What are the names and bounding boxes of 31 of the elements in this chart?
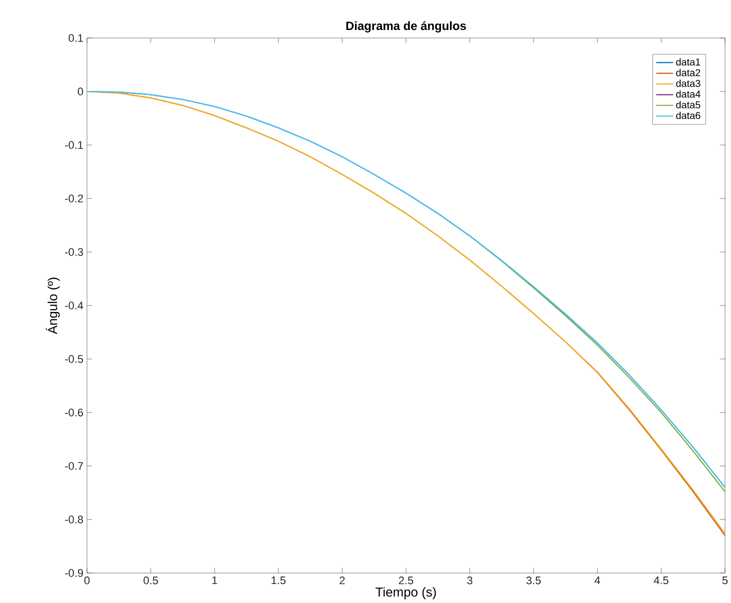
y-tick-label: -0.5 — [65, 355, 84, 363]
chart-title: Diagrama de ángulos — [346, 21, 466, 32]
y-tick-label: -0.8 — [65, 516, 83, 524]
legend-label: data5 — [676, 101, 700, 108]
x-tick-label: 2 — [340, 576, 345, 584]
y-tick-label: -0.2 — [65, 194, 83, 202]
x-tick-label: 0 — [84, 576, 90, 584]
legend-label: data1 — [676, 58, 700, 66]
y-tick-label: -0.9 — [65, 569, 83, 577]
x-tick-label: 3 — [467, 576, 472, 584]
y-tick-label: 0.1 — [68, 34, 83, 42]
x-tick-label: 4.5 — [654, 576, 668, 584]
legend-label: data3 — [676, 80, 700, 87]
y-tick-label: 0 — [78, 88, 84, 96]
y-axis-title: Ángulo (º) — [46, 278, 60, 334]
legend-label: data2 — [676, 68, 700, 76]
y-tick-label: -0.1 — [65, 141, 83, 149]
x-tick-label: 2.5 — [398, 576, 414, 584]
x-tick-label: 0.5 — [144, 576, 158, 584]
y-tick-label: -0.6 — [65, 408, 83, 416]
x-tick-label: 5 — [722, 576, 728, 584]
x-tick-label: 4 — [594, 576, 600, 584]
x-tick-label: 1 — [212, 576, 218, 584]
y-tick-label: -0.4 — [65, 302, 84, 310]
y-tick-label: -0.3 — [65, 248, 83, 256]
x-tick-label: 1.5 — [272, 576, 286, 584]
x-tick-label: 3.5 — [526, 576, 541, 584]
legend-label: data6 — [676, 112, 700, 120]
y-tick-label: -0.7 — [65, 462, 83, 470]
x-axis-title: Tiempo (s) — [376, 587, 436, 600]
legend-label: data4 — [676, 90, 700, 98]
